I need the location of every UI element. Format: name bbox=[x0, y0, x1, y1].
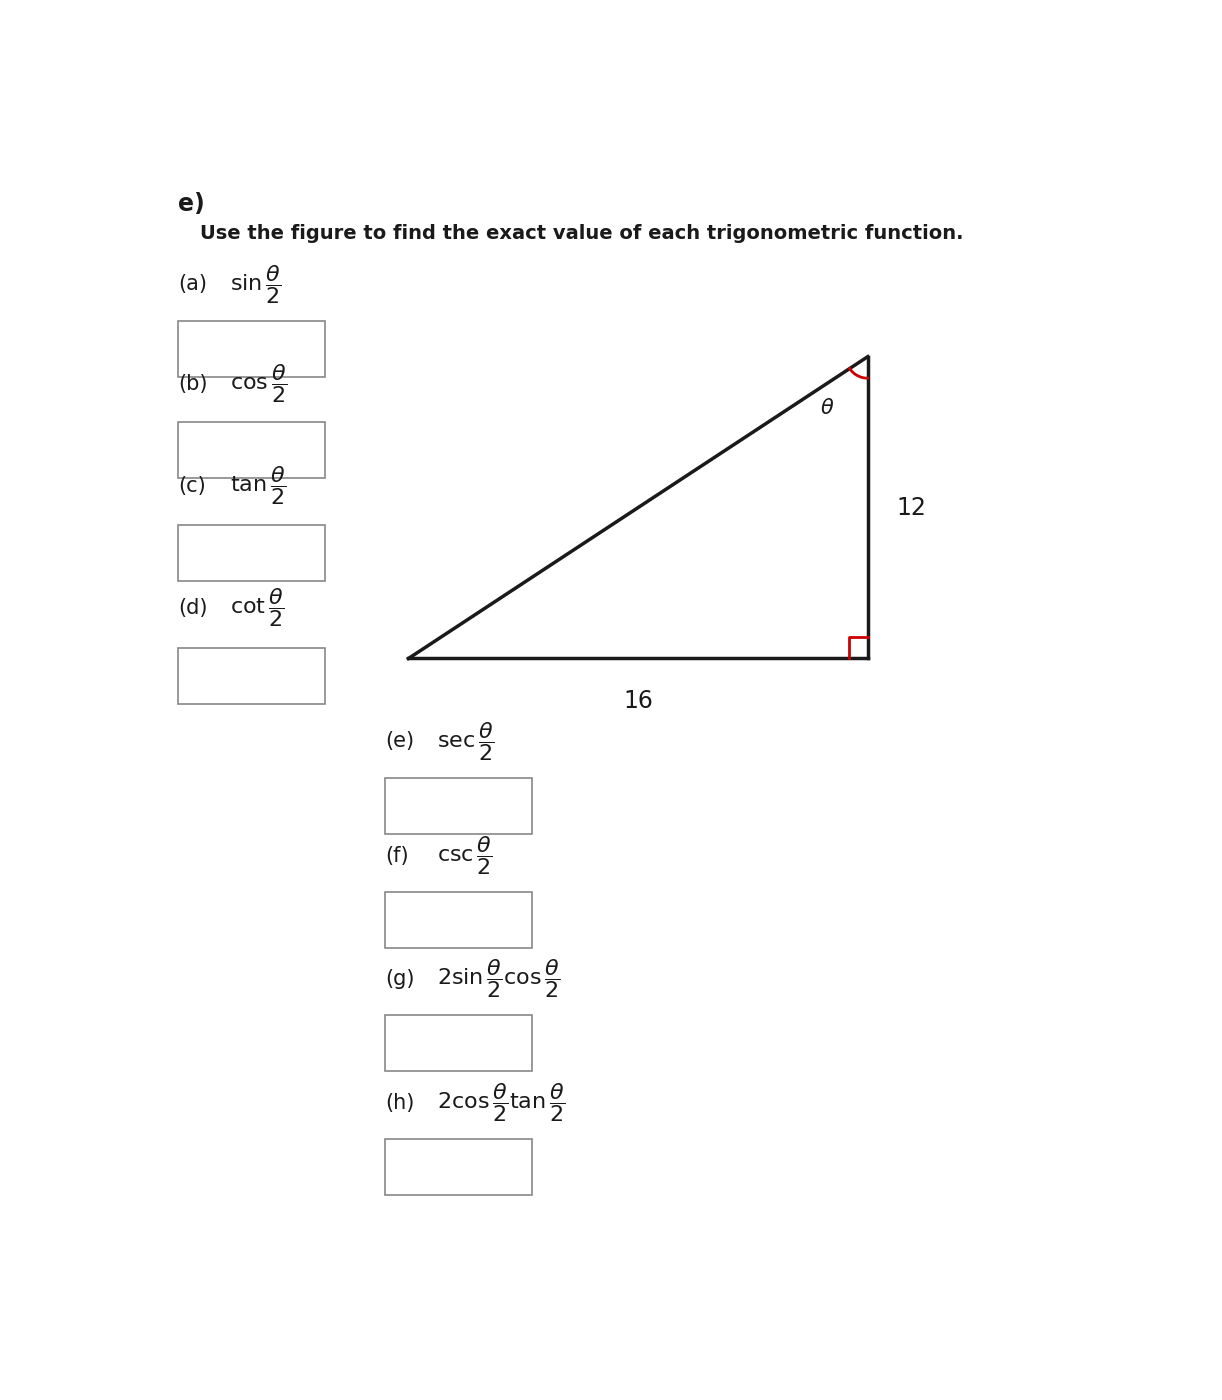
Text: $\cot\dfrac{\theta}{2}$: $\cot\dfrac{\theta}{2}$ bbox=[231, 587, 285, 629]
Text: e): e) bbox=[178, 192, 205, 216]
Text: $\theta$: $\theta$ bbox=[820, 398, 835, 417]
Text: (b): (b) bbox=[178, 374, 208, 393]
Bar bbox=[178, 321, 325, 377]
Text: (g): (g) bbox=[385, 969, 414, 988]
Text: $\sec\dfrac{\theta}{2}$: $\sec\dfrac{\theta}{2}$ bbox=[437, 720, 494, 763]
Text: (c): (c) bbox=[178, 476, 207, 496]
Text: $\cos\dfrac{\theta}{2}$: $\cos\dfrac{\theta}{2}$ bbox=[231, 363, 287, 405]
Text: (d): (d) bbox=[178, 598, 208, 617]
Bar bbox=[385, 1140, 532, 1196]
Text: (a): (a) bbox=[178, 274, 208, 294]
Text: Use the figure to find the exact value of each trigonometric function.: Use the figure to find the exact value o… bbox=[200, 224, 964, 244]
Text: $\csc\dfrac{\theta}{2}$: $\csc\dfrac{\theta}{2}$ bbox=[437, 834, 492, 878]
Bar bbox=[178, 648, 325, 704]
Text: (h): (h) bbox=[385, 1092, 414, 1113]
Bar bbox=[385, 778, 532, 834]
Bar bbox=[385, 892, 532, 948]
Bar bbox=[178, 525, 325, 581]
Text: $2\sin\dfrac{\theta}{2}\cos\dfrac{\theta}{2}$: $2\sin\dfrac{\theta}{2}\cos\dfrac{\theta… bbox=[437, 958, 561, 1000]
Text: 16: 16 bbox=[623, 689, 653, 713]
Bar bbox=[385, 1015, 532, 1071]
Text: $\tan\dfrac{\theta}{2}$: $\tan\dfrac{\theta}{2}$ bbox=[231, 465, 287, 507]
Text: (f): (f) bbox=[385, 846, 408, 865]
Text: (e): (e) bbox=[385, 731, 414, 752]
Text: 12: 12 bbox=[896, 496, 926, 519]
Text: $2\cos\dfrac{\theta}{2}\tan\dfrac{\theta}{2}$: $2\cos\dfrac{\theta}{2}\tan\dfrac{\theta… bbox=[437, 1081, 566, 1124]
Text: $\sin\dfrac{\theta}{2}$: $\sin\dfrac{\theta}{2}$ bbox=[231, 263, 282, 305]
Bar bbox=[178, 423, 325, 479]
